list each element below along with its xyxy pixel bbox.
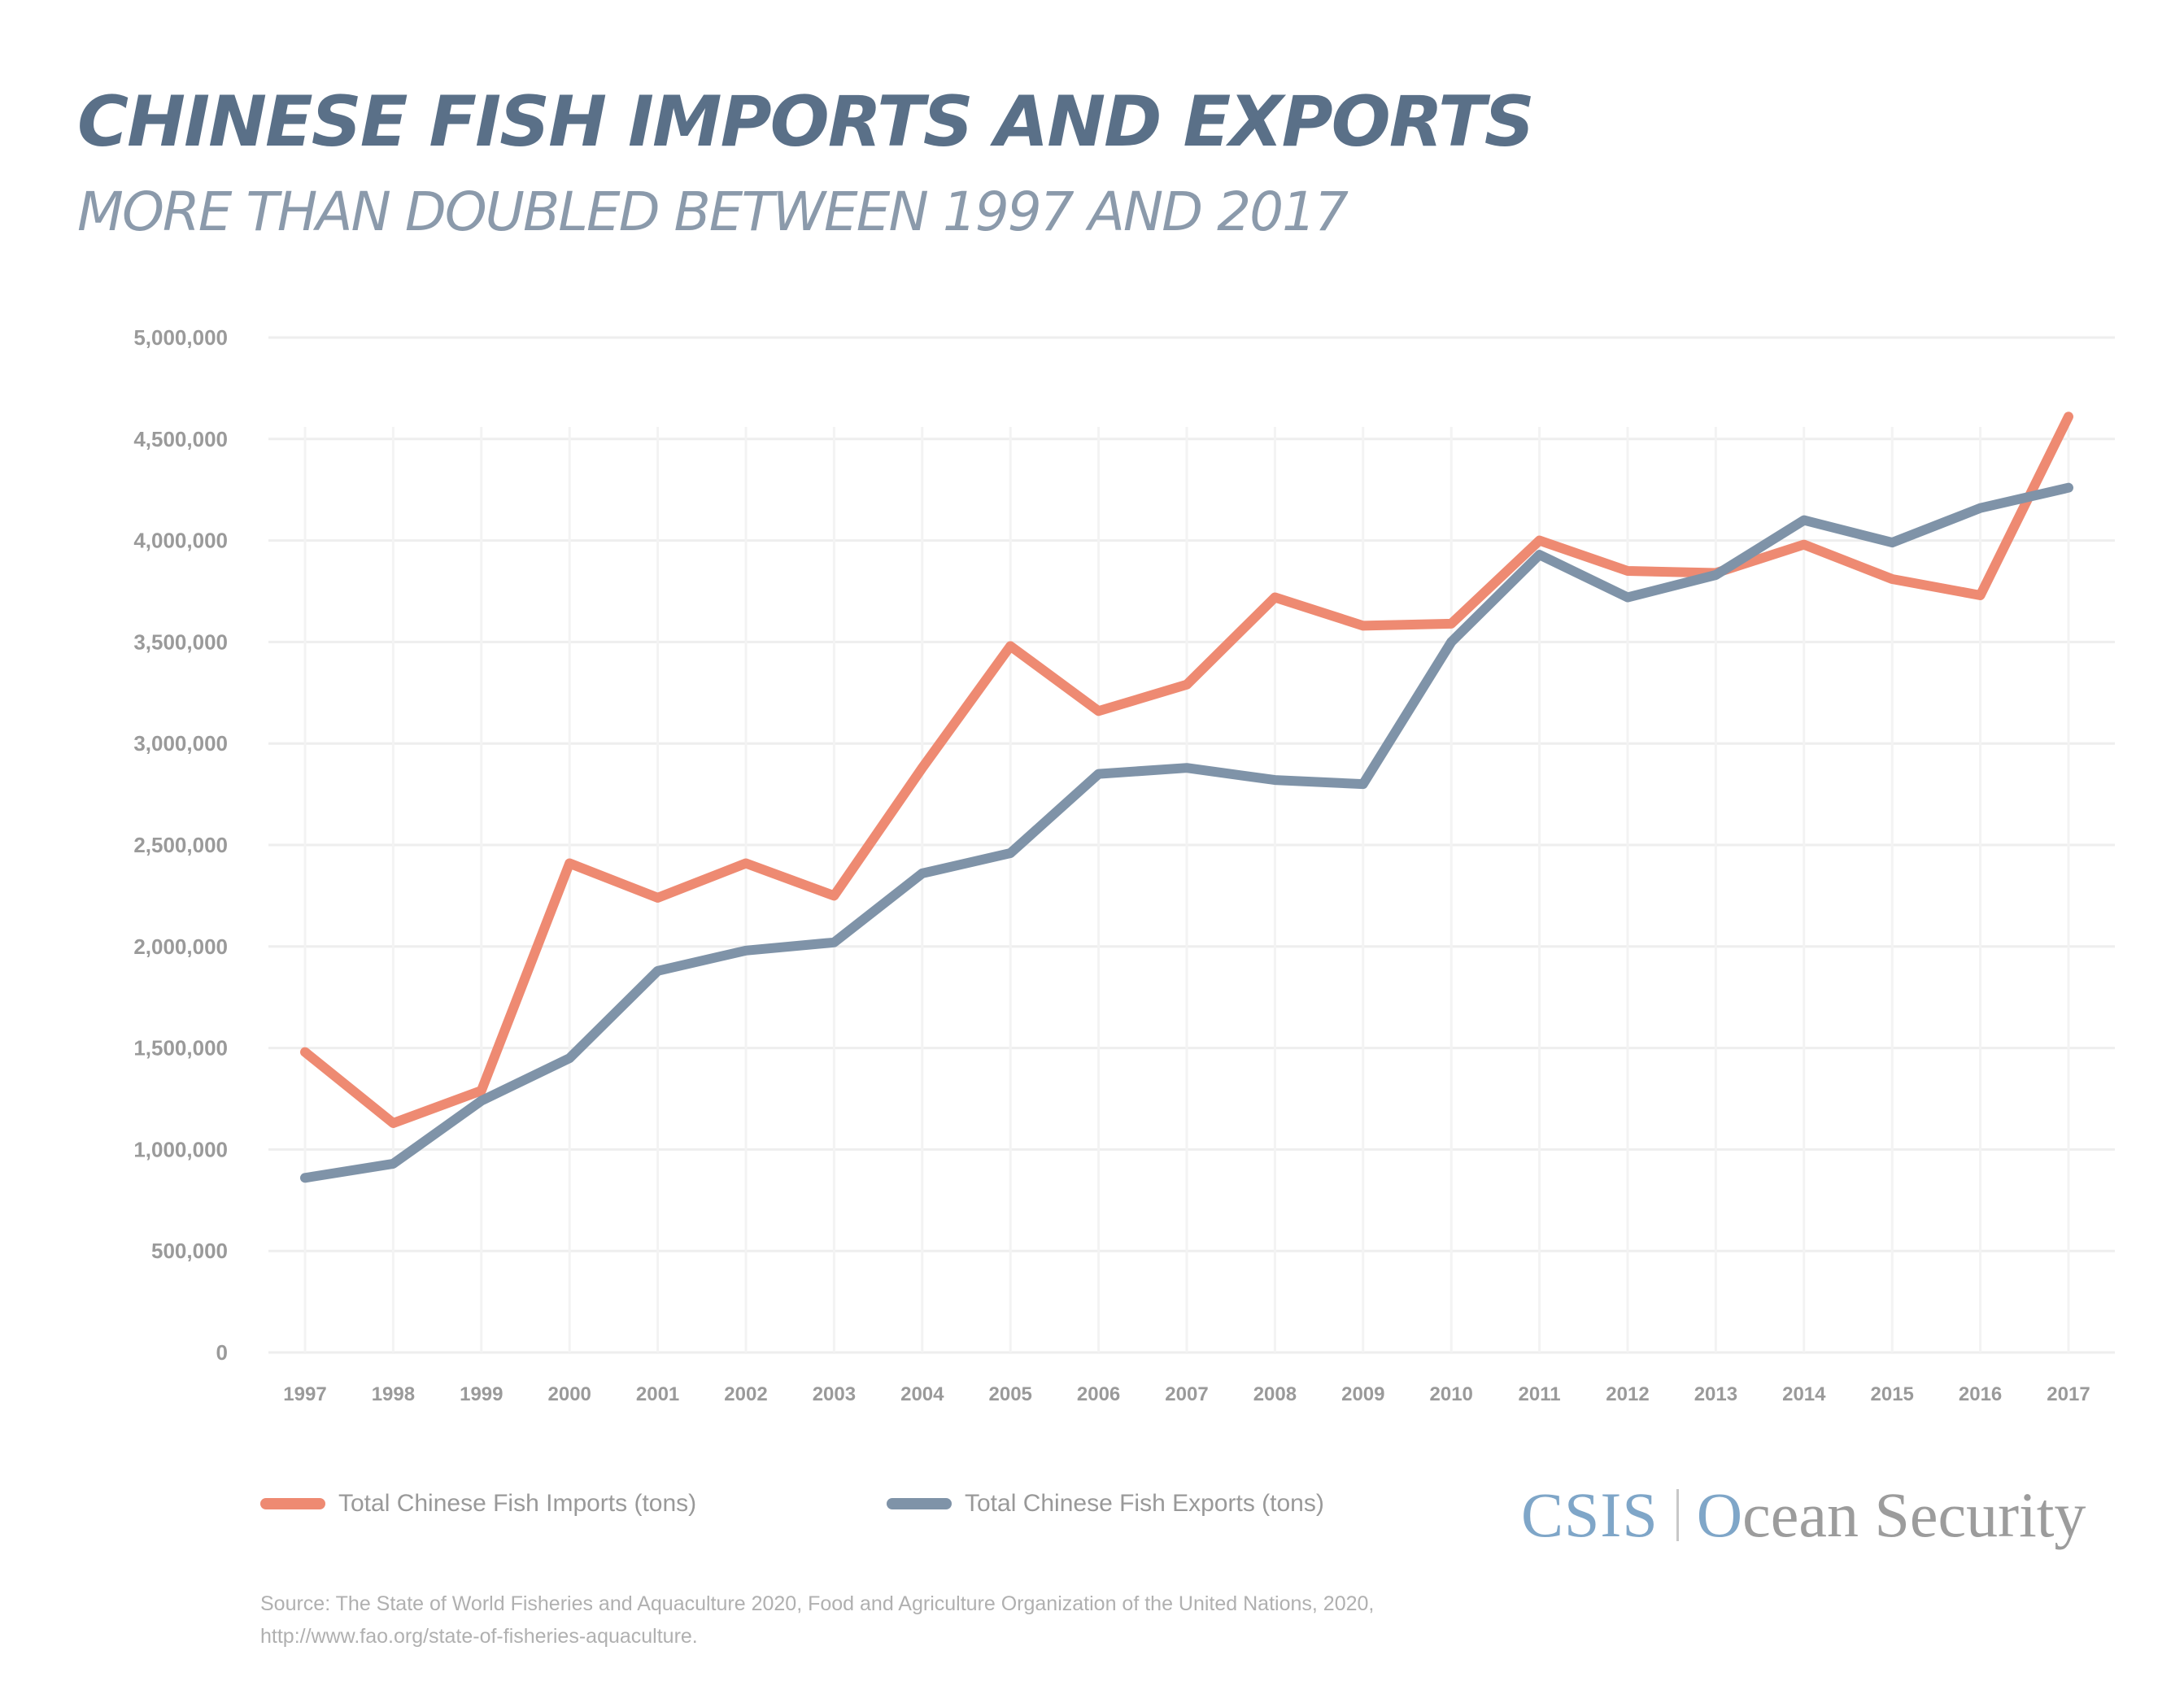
y-tick-label: 0 <box>216 1340 228 1365</box>
x-tick-label: 2004 <box>900 1383 944 1405</box>
y-tick-label: 4,500,000 <box>133 427 228 451</box>
x-tick-label: 2008 <box>1253 1383 1297 1405</box>
x-tick-label: 2009 <box>1341 1383 1384 1405</box>
y-tick-label: 1,500,000 <box>133 1036 228 1061</box>
logo-csis: CSIS <box>1521 1479 1659 1550</box>
x-tick-label: 2002 <box>724 1383 767 1405</box>
x-tick-label: 2006 <box>1077 1383 1120 1405</box>
logo-program-name: cean Security <box>1742 1479 2086 1550</box>
y-tick-label: 500,000 <box>151 1239 228 1263</box>
logo-divider <box>1676 1489 1679 1541</box>
x-tick-label: 2005 <box>989 1383 1032 1405</box>
chart-title: CHINESE FISH IMPORTS AND EXPORTS <box>77 81 1535 163</box>
x-tick-label: 2016 <box>1959 1383 2002 1405</box>
x-tick-label: 2001 <box>636 1383 679 1405</box>
x-tick-label: 1998 <box>372 1383 415 1405</box>
x-tick-label: 2000 <box>548 1383 591 1405</box>
x-tick-label: 2003 <box>813 1383 856 1405</box>
exports-swatch-icon <box>887 1498 952 1509</box>
y-tick-label: 1,000,000 <box>133 1137 228 1161</box>
x-tick-label: 1999 <box>460 1383 503 1405</box>
y-tick-label: 4,000,000 <box>133 529 228 553</box>
x-tick-label: 2012 <box>1606 1383 1649 1405</box>
imports-line <box>300 412 2073 1128</box>
line-chart: 0 500,000 1,000,000 1,500,000 2,000,000 2,500… <box>133 325 2115 1405</box>
y-tick-label: 2,000,000 <box>133 934 228 959</box>
y-tick-label: 3,000,000 <box>133 731 228 756</box>
legend-label-imports: Total Chinese Fish Imports (tons) <box>338 1490 697 1517</box>
gridlines <box>268 336 2115 1354</box>
source-note: Source: The State of World Fisheries and… <box>260 1592 1375 1648</box>
x-axis: 1997 1998 1999 2000 2001 2002 2003 2004 2005 2006… <box>283 1383 2090 1405</box>
logo-o-initial: O <box>1696 1479 1743 1550</box>
data-lines <box>300 412 2073 1183</box>
imports-swatch-icon <box>260 1498 325 1509</box>
x-tick-label: 2010 <box>1430 1383 1473 1405</box>
exports-line <box>300 482 2073 1183</box>
x-tick-label: 1997 <box>283 1383 326 1405</box>
x-tick-label: 2017 <box>2047 1383 2090 1405</box>
x-tick-label: 2007 <box>1165 1383 1208 1405</box>
y-axis: 0 500,000 1,000,000 1,500,000 2,000,000 2,500… <box>133 325 228 1365</box>
x-tick-label: 2013 <box>1694 1383 1737 1405</box>
x-tick-label: 2014 <box>1782 1383 1826 1405</box>
x-tick-label: 2015 <box>1871 1383 1914 1405</box>
chart-subtitle: MORE THAN DOUBLED BETWEEN 1997 AND 2017 <box>77 181 1349 243</box>
y-tick-label: 5,000,000 <box>133 325 228 350</box>
legend-item-exports: Total Chinese Fish Exports (tons) <box>887 1490 1324 1518</box>
legend-item-imports: Total Chinese Fish Imports (tons) <box>260 1490 696 1518</box>
legend-label-exports: Total Chinese Fish Exports (tons) <box>965 1490 1324 1517</box>
x-tick-label: 2011 <box>1519 1383 1561 1405</box>
y-tick-label: 3,500,000 <box>133 629 228 654</box>
y-tick-label: 2,500,000 <box>133 833 228 857</box>
